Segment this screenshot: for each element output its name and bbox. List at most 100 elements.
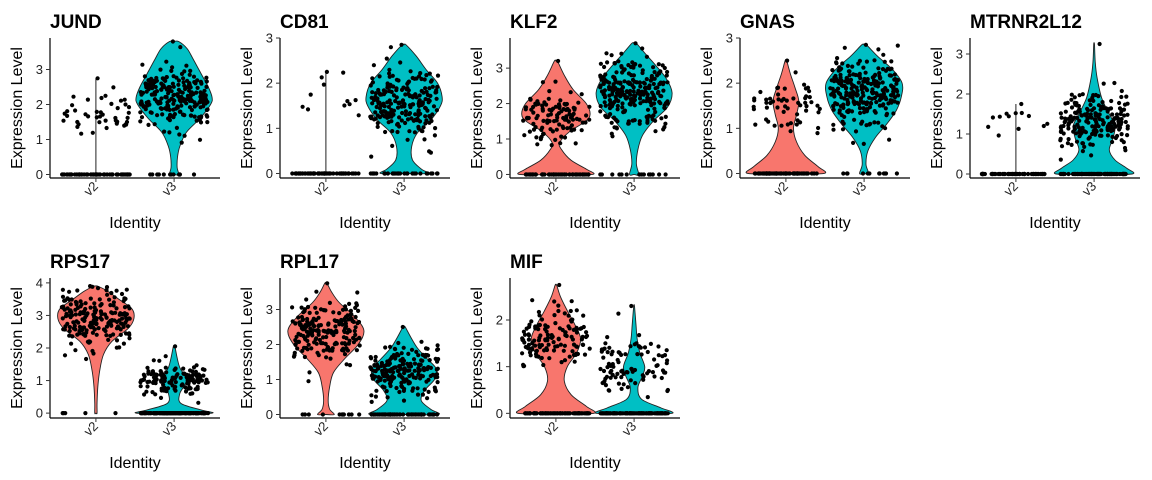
data-point [201, 373, 206, 378]
data-point [205, 411, 211, 416]
data-point [860, 171, 866, 176]
data-point [858, 98, 864, 103]
data-point [807, 89, 812, 94]
data-point [383, 109, 388, 114]
data-point [338, 171, 343, 176]
data-point [1124, 94, 1129, 99]
data-point [662, 370, 667, 375]
data-point [423, 352, 428, 358]
data-point [72, 323, 77, 328]
data-point [370, 90, 375, 95]
data-point [390, 129, 395, 134]
data-point [413, 112, 418, 117]
data-point [573, 141, 578, 146]
data-point [356, 113, 361, 118]
data-point [645, 371, 650, 376]
data-point [388, 344, 393, 349]
data-point [562, 135, 568, 140]
data-point [389, 354, 395, 360]
data-point [194, 387, 199, 392]
data-point [348, 312, 353, 317]
data-point [407, 129, 412, 134]
data-point [845, 80, 850, 85]
data-point [401, 362, 406, 367]
data-point [558, 411, 563, 416]
data-point [646, 172, 652, 177]
data-point [320, 412, 325, 417]
data-point [638, 411, 643, 416]
data-point [65, 313, 70, 318]
data-point [127, 332, 132, 337]
data-point [347, 102, 352, 107]
data-point [1123, 119, 1128, 125]
data-point [1062, 120, 1067, 125]
data-point [1059, 144, 1065, 149]
data-point [179, 94, 184, 99]
data-point [543, 338, 548, 343]
data-point [641, 377, 646, 382]
data-point [92, 301, 97, 306]
data-point [163, 365, 168, 370]
data-point [402, 371, 407, 376]
data-point [846, 108, 851, 113]
data-point [1110, 134, 1115, 139]
data-point [1080, 149, 1085, 154]
data-point [410, 372, 415, 377]
data-point [164, 75, 169, 80]
data-point [432, 385, 437, 390]
y-tick-label: 3 [36, 308, 43, 323]
data-point [598, 366, 603, 372]
data-point [114, 338, 120, 343]
data-point [895, 43, 900, 48]
data-point [660, 63, 665, 68]
data-point [183, 389, 189, 394]
data-point [1117, 100, 1122, 106]
data-point [1080, 126, 1085, 131]
data-point [862, 85, 867, 90]
data-point [411, 357, 417, 362]
data-point [659, 116, 664, 121]
data-point [73, 327, 78, 332]
data-point [202, 367, 207, 372]
data-point [187, 88, 192, 93]
data-point [73, 108, 78, 113]
data-point [387, 67, 392, 72]
data-point [574, 325, 579, 330]
y-tick-label: 0 [496, 167, 503, 182]
data-point [114, 319, 120, 324]
x-axis-title: Identity [569, 215, 621, 232]
data-point [70, 103, 75, 108]
data-point [304, 297, 309, 302]
data-point [633, 381, 638, 386]
data-point [201, 411, 206, 416]
data-point [1073, 171, 1079, 177]
data-point [630, 77, 636, 82]
data-point [373, 116, 378, 121]
data-point [621, 371, 626, 376]
data-point [292, 350, 297, 355]
data-point [1119, 116, 1124, 122]
data-point [776, 92, 781, 97]
data-point [649, 73, 655, 79]
violin-v2 [745, 59, 827, 175]
y-tick-label: 0 [956, 167, 963, 182]
data-point [164, 87, 169, 92]
data-point [540, 103, 545, 108]
data-point [876, 120, 881, 125]
data-point [1084, 171, 1089, 177]
violin-v2 [57, 285, 135, 415]
data-point [106, 337, 111, 342]
data-point [299, 326, 304, 331]
data-point [435, 73, 441, 78]
data-point [86, 114, 91, 119]
data-point [529, 107, 534, 112]
data-point [829, 78, 834, 83]
data-point [637, 333, 642, 338]
y-axis-title: Expression Level [239, 287, 256, 409]
data-point [308, 92, 313, 97]
data-point [111, 332, 116, 337]
data-point [838, 72, 843, 77]
data-point [798, 120, 803, 125]
data-point [406, 351, 411, 356]
data-point [1069, 142, 1074, 147]
